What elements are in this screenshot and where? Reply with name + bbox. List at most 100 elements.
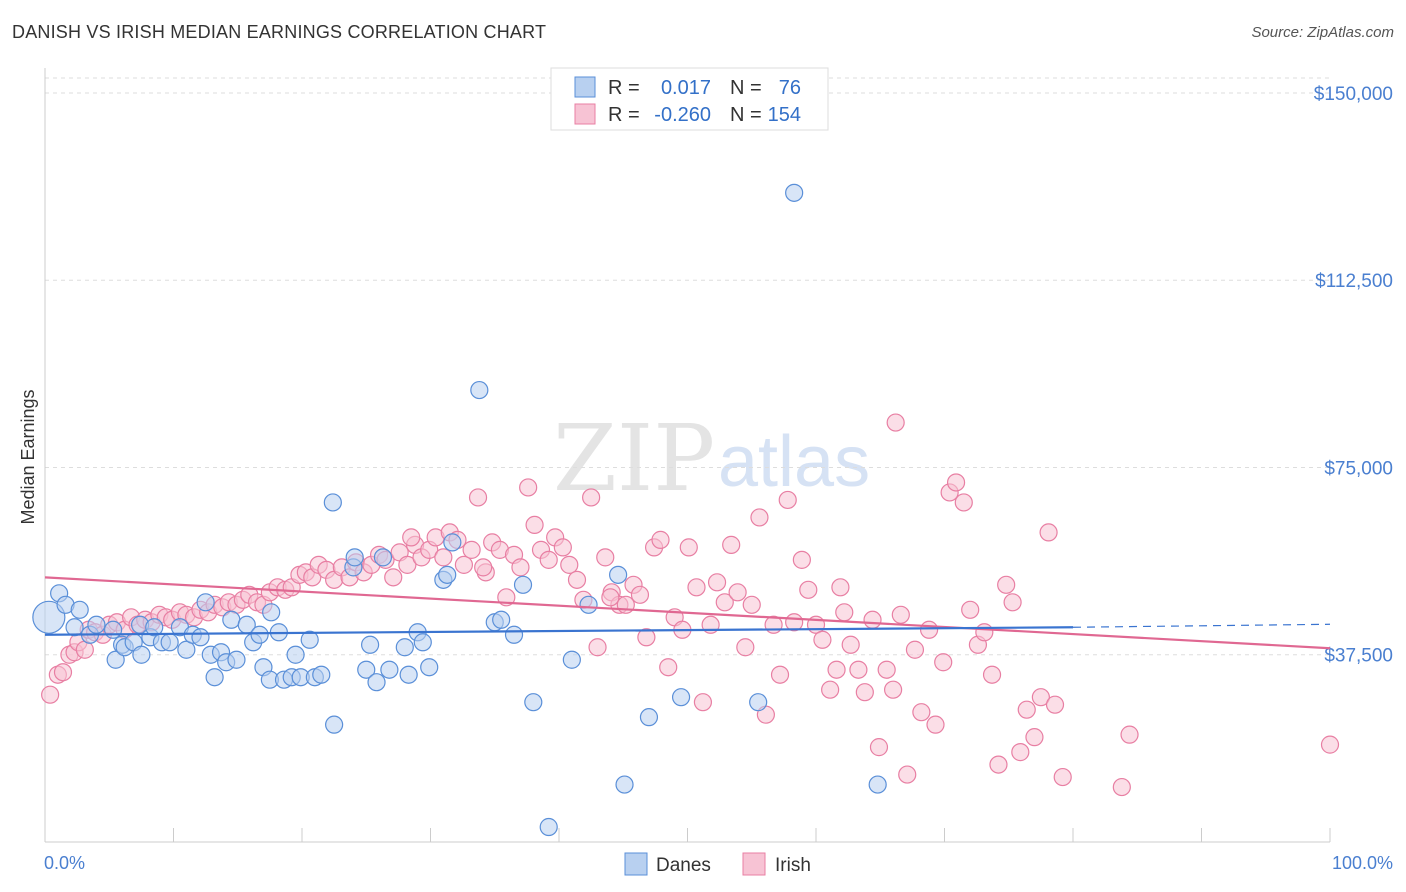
irish-point — [474, 558, 493, 577]
irish-point — [637, 628, 656, 647]
irish-point — [905, 640, 925, 659]
bottom-legend-swatch-irish — [742, 852, 766, 876]
legend-r-label-2: R = — [608, 104, 640, 126]
irish-point — [434, 548, 453, 567]
irish-point — [567, 570, 587, 589]
irish-point — [792, 550, 811, 569]
danes-point — [222, 610, 241, 629]
irish-point — [715, 593, 734, 612]
legend-r-label-1: R = — [608, 77, 640, 99]
irish-point — [1053, 767, 1072, 787]
irish-point — [560, 555, 579, 574]
irish-point — [736, 638, 755, 657]
y-axis-label: Median Earnings — [18, 389, 38, 524]
correlation-legend: R = 0.017 N = 76 R = -0.260 N = 154 — [550, 67, 829, 131]
y-tick-labels: $37,500 $75,000 $112,500 $150,000 — [1314, 84, 1393, 667]
irish-point — [1320, 735, 1340, 754]
danes-point — [70, 600, 89, 619]
series-legend: Danes Irish — [624, 852, 811, 876]
danes-point — [361, 635, 380, 654]
irish-point — [997, 575, 1016, 594]
irish-point — [821, 680, 840, 699]
irish-point — [398, 555, 417, 574]
irish-point — [693, 693, 713, 712]
irish-point — [462, 540, 481, 559]
irish-point — [1017, 700, 1036, 719]
danes-point — [357, 660, 376, 679]
irish-point — [651, 530, 670, 549]
x-ticks — [44, 828, 1331, 842]
irish-point — [886, 413, 905, 432]
irish-point — [707, 573, 727, 592]
danes-point — [104, 620, 123, 639]
legend-n-label-1: N = — [730, 77, 762, 99]
danes-point — [367, 673, 386, 692]
irish-point — [659, 658, 678, 677]
danes-point — [196, 593, 215, 612]
danes-point — [504, 625, 524, 644]
irish-point — [954, 493, 973, 512]
irish-point — [849, 660, 868, 679]
danes-point — [205, 668, 224, 687]
watermark: ZIP atlas — [553, 405, 870, 512]
irish-point — [601, 588, 620, 607]
irish-point — [841, 635, 860, 654]
irish-point — [770, 665, 790, 684]
irish-point — [511, 558, 530, 577]
danes-point — [513, 575, 533, 594]
danes-point — [160, 633, 179, 652]
irish-point — [1039, 523, 1058, 542]
irish-point — [989, 755, 1008, 774]
irish-point — [799, 580, 818, 599]
bottom-legend-swatch-danes — [624, 852, 648, 876]
irish-point — [454, 555, 474, 574]
danes-points — [32, 183, 887, 837]
irish-point — [1120, 725, 1139, 744]
irish-point — [525, 515, 544, 535]
irish-point — [869, 738, 889, 757]
danes-point — [420, 658, 439, 677]
legend-r-value-2: -0.260 — [654, 104, 711, 126]
y-tick-label: $112,500 — [1315, 271, 1393, 292]
irish-point — [883, 680, 903, 699]
bottom-legend-label-danes: Danes — [656, 855, 711, 876]
legend-box — [550, 67, 829, 131]
irish-point — [596, 548, 615, 567]
irish-point — [750, 508, 769, 527]
danes-point — [262, 603, 281, 622]
legend-n-value-1: 76 — [779, 77, 801, 99]
irish-point — [519, 478, 538, 497]
danes-point — [470, 380, 489, 400]
irish-point — [926, 715, 945, 734]
danes-point — [325, 715, 344, 734]
danes-point — [145, 618, 164, 637]
chart-title: DANISH VS IRISH MEDIAN EARNINGS CORRELAT… — [12, 22, 547, 42]
danes-point — [524, 693, 543, 712]
irish-point — [1031, 688, 1050, 707]
y-tick-label: $37,500 — [1324, 646, 1393, 667]
legend-n-value-2: 154 — [768, 104, 801, 126]
danes-point — [373, 548, 393, 567]
danes-point — [106, 650, 125, 669]
danes-point — [562, 650, 581, 669]
danes-point — [868, 775, 887, 794]
danes-point — [615, 775, 634, 794]
irish-point — [778, 490, 797, 510]
danes-point — [191, 628, 210, 647]
danes-point — [177, 640, 196, 659]
danes-point — [32, 600, 66, 634]
irish-point — [982, 665, 1002, 684]
irish-point — [898, 765, 917, 784]
x-tick-label-min: 0.0% — [44, 853, 85, 873]
irish-point — [53, 663, 73, 682]
irish-point — [588, 638, 607, 657]
irish-point — [553, 538, 572, 557]
irish-point — [835, 603, 854, 622]
irish-point — [1112, 777, 1131, 797]
danes-point — [443, 533, 462, 552]
danes-point — [671, 688, 691, 707]
watermark-zip: ZIP — [553, 405, 715, 512]
danes-point — [413, 633, 432, 652]
irish-point — [919, 620, 939, 639]
danes-point — [785, 183, 804, 202]
